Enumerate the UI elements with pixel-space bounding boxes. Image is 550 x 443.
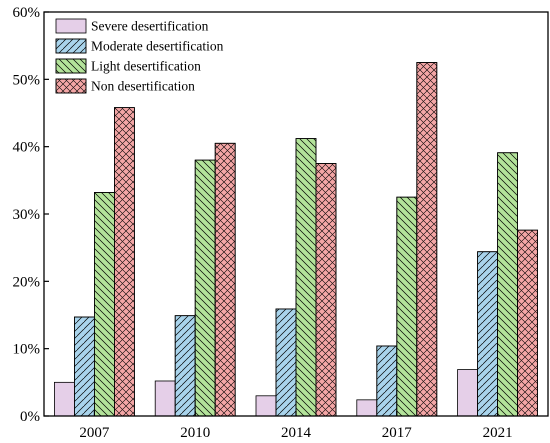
- y-tick-label: 60%: [13, 5, 41, 21]
- legend-swatch-hatch-4: [55, 78, 87, 94]
- x-tick-label: 2010: [180, 425, 210, 441]
- bar-hatch-2017-3: [396, 197, 417, 416]
- bar-hatch-2014-3: [296, 138, 316, 416]
- legend-label-2: Moderate desertification: [91, 39, 224, 54]
- bar-hatch-2021-4: [517, 230, 538, 416]
- bar-hatch-2007-3: [94, 192, 115, 416]
- y-tick-label: 0%: [20, 409, 40, 425]
- y-tick-label: 30%: [13, 207, 41, 223]
- x-tick-label: 2007: [79, 425, 110, 441]
- bar-2014-1: [255, 395, 277, 417]
- bar-hatch-2017-4: [416, 62, 437, 416]
- legend: Severe desertification Moderate desertifi…: [55, 18, 224, 94]
- bar-2007-1: [54, 381, 75, 417]
- bar-hatch-2007-2: [74, 317, 95, 416]
- y-tick-label: 40%: [13, 140, 41, 156]
- x-tick-label: 2021: [483, 425, 513, 441]
- x-tick-label: 2014: [281, 425, 312, 441]
- bar-2021-1: [457, 369, 479, 417]
- legend-label-4: Non desertification: [91, 79, 195, 94]
- axes-layer: 0% 10% 20% 30% 40% 50% 60% 2007 2010 2014 2017 2021: [13, 5, 549, 441]
- bar-hatch-2010-4: [215, 143, 236, 417]
- bar-hatch-2017-2: [376, 345, 397, 416]
- bar-2017-1: [356, 399, 378, 417]
- bar-2010-1: [154, 380, 176, 417]
- y-tick-label: 50%: [13, 72, 41, 88]
- bars-layer: [54, 62, 538, 417]
- y-tick-label: 20%: [13, 274, 41, 290]
- y-tick-label: 10%: [13, 342, 41, 358]
- bar-hatch-2010-2: [175, 315, 196, 416]
- bar-hatch-2010-3: [195, 160, 216, 416]
- bar-hatch-2021-3: [497, 152, 518, 416]
- bar-hatch-2007-4: [114, 107, 135, 416]
- bar-hatch-2021-2: [477, 251, 498, 416]
- bar-hatch-2014-4: [316, 163, 336, 416]
- legend-label-1: Severe desertification: [91, 19, 209, 34]
- legend-swatch-hatch-2: [55, 38, 87, 54]
- legend-label-3: Light desertification: [91, 59, 201, 74]
- legend-swatch-1: [55, 18, 87, 34]
- bar-hatch-2014-2: [276, 308, 296, 416]
- x-tick-label: 2017: [382, 425, 413, 441]
- legend-swatch-hatch-3: [55, 58, 87, 74]
